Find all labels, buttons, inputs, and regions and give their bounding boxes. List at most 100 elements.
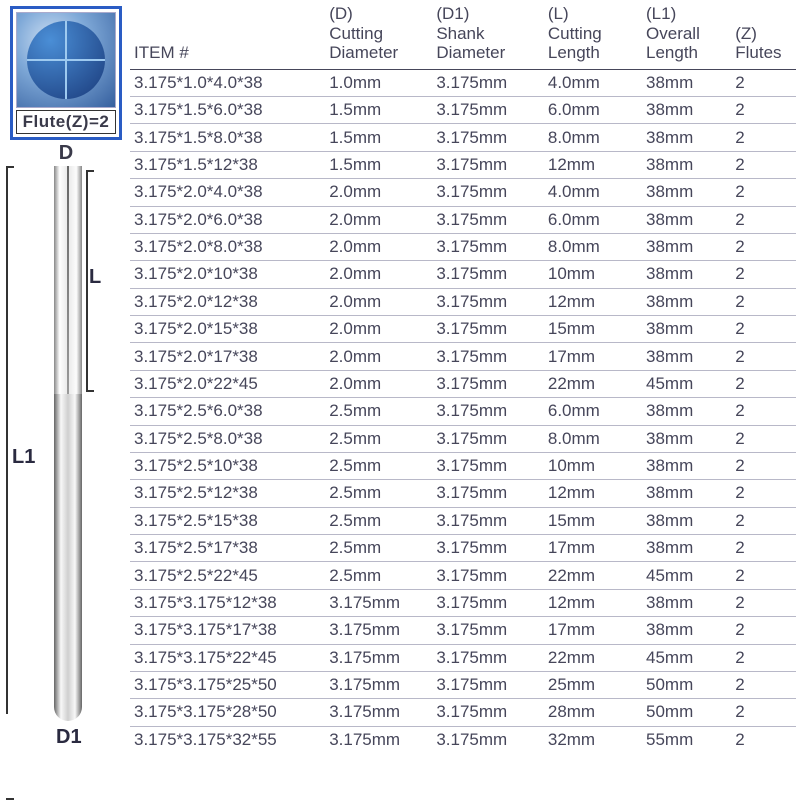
header-flutes: (Z) Flutes xyxy=(731,0,796,69)
cell-l1: 38mm xyxy=(642,589,731,616)
cell-d1: 3.175mm xyxy=(432,316,544,343)
cell-l: 15mm xyxy=(544,316,642,343)
cell-l: 6.0mm xyxy=(544,398,642,425)
cell-item: 3.175*3.175*22*45 xyxy=(130,644,325,671)
cell-z: 2 xyxy=(731,507,796,534)
cell-d1: 3.175mm xyxy=(432,671,544,698)
table-row: 3.175*2.0*4.0*382.0mm3.175mm4.0mm38mm2 xyxy=(130,179,796,206)
table-row: 3.175*2.0*17*382.0mm3.175mm17mm38mm2 xyxy=(130,343,796,370)
cell-d: 2.5mm xyxy=(325,535,432,562)
cell-d1: 3.175mm xyxy=(432,97,544,124)
cell-d1: 3.175mm xyxy=(432,288,544,315)
cell-d1: 3.175mm xyxy=(432,179,544,206)
cell-d: 2.0mm xyxy=(325,343,432,370)
table-row: 3.175*2.5*17*382.5mm3.175mm17mm38mm2 xyxy=(130,535,796,562)
cell-z: 2 xyxy=(731,261,796,288)
cell-d: 1.5mm xyxy=(325,124,432,151)
cell-d1: 3.175mm xyxy=(432,398,544,425)
cell-l: 22mm xyxy=(544,562,642,589)
cell-l1: 38mm xyxy=(642,507,731,534)
cell-d1: 3.175mm xyxy=(432,644,544,671)
cell-z: 2 xyxy=(731,97,796,124)
cell-l: 8.0mm xyxy=(544,124,642,151)
cell-d1: 3.175mm xyxy=(432,206,544,233)
cell-d1: 3.175mm xyxy=(432,726,544,753)
table-row: 3.175*2.0*15*382.0mm3.175mm15mm38mm2 xyxy=(130,316,796,343)
dimension-L-label: L xyxy=(89,266,101,289)
cell-z: 2 xyxy=(731,179,796,206)
table-row: 3.175*2.0*12*382.0mm3.175mm12mm38mm2 xyxy=(130,288,796,315)
cell-z: 2 xyxy=(731,562,796,589)
cell-item: 3.175*3.175*17*38 xyxy=(130,617,325,644)
cell-item: 3.175*2.5*15*38 xyxy=(130,507,325,534)
cell-l: 15mm xyxy=(544,507,642,534)
cell-z: 2 xyxy=(731,124,796,151)
cell-d: 2.5mm xyxy=(325,507,432,534)
flute-label: Flute(Z)=2 xyxy=(16,110,116,134)
table-row: 3.175*2.0*22*452.0mm3.175mm22mm45mm2 xyxy=(130,370,796,397)
cell-l1: 38mm xyxy=(642,124,731,151)
cell-l: 17mm xyxy=(544,343,642,370)
cell-z: 2 xyxy=(731,206,796,233)
cell-z: 2 xyxy=(731,233,796,260)
cell-z: 2 xyxy=(731,69,796,96)
cell-item: 3.175*1.5*6.0*38 xyxy=(130,97,325,124)
dimension-L1-label: L1 xyxy=(12,446,35,469)
cell-d1: 3.175mm xyxy=(432,69,544,96)
dimension-D-label: D xyxy=(59,142,73,165)
cell-item: 3.175*3.175*25*50 xyxy=(130,671,325,698)
cell-item: 3.175*2.0*17*38 xyxy=(130,343,325,370)
header-overall-length: (L1) Overall Length xyxy=(642,0,731,69)
table-row: 3.175*1.5*8.0*381.5mm3.175mm8.0mm38mm2 xyxy=(130,124,796,151)
table-row: 3.175*1.0*4.0*381.0mm3.175mm4.0mm38mm2 xyxy=(130,69,796,96)
cell-l1: 38mm xyxy=(642,343,731,370)
table-row: 3.175*2.0*10*382.0mm3.175mm10mm38mm2 xyxy=(130,261,796,288)
table-row: 3.175*2.0*6.0*382.0mm3.175mm6.0mm38mm2 xyxy=(130,206,796,233)
cell-d1: 3.175mm xyxy=(432,233,544,260)
cell-l: 28mm xyxy=(544,699,642,726)
cell-item: 3.175*2.5*17*38 xyxy=(130,535,325,562)
cell-l1: 38mm xyxy=(642,179,731,206)
flute-icon-box: Flute(Z)=2 xyxy=(10,6,122,140)
cell-d: 2.0mm xyxy=(325,206,432,233)
cell-d: 3.175mm xyxy=(325,699,432,726)
cell-item: 3.175*2.0*6.0*38 xyxy=(130,206,325,233)
cell-item: 3.175*1.5*8.0*38 xyxy=(130,124,325,151)
cell-item: 3.175*3.175*12*38 xyxy=(130,589,325,616)
cell-d: 2.0mm xyxy=(325,316,432,343)
cell-item: 3.175*1.5*12*38 xyxy=(130,151,325,178)
cell-item: 3.175*2.5*8.0*38 xyxy=(130,425,325,452)
cell-l: 6.0mm xyxy=(544,206,642,233)
header-item: ITEM # xyxy=(130,0,325,69)
cell-z: 2 xyxy=(731,425,796,452)
table-row: 3.175*3.175*28*503.175mm3.175mm28mm50mm2 xyxy=(130,699,796,726)
header-cutting-length: (L) Cutting Length xyxy=(544,0,642,69)
cell-d: 2.5mm xyxy=(325,562,432,589)
cell-z: 2 xyxy=(731,671,796,698)
cell-z: 2 xyxy=(731,398,796,425)
cell-item: 3.175*2.5*6.0*38 xyxy=(130,398,325,425)
cell-z: 2 xyxy=(731,288,796,315)
cell-l1: 55mm xyxy=(642,726,731,753)
cell-l: 8.0mm xyxy=(544,233,642,260)
cell-z: 2 xyxy=(731,644,796,671)
spec-table: ITEM # (D) Cutting Diameter (D1) Shank D… xyxy=(130,0,796,753)
cell-l1: 38mm xyxy=(642,69,731,96)
cell-l: 6.0mm xyxy=(544,97,642,124)
table-row: 3.175*2.0*8.0*382.0mm3.175mm8.0mm38mm2 xyxy=(130,233,796,260)
cell-l: 12mm xyxy=(544,288,642,315)
cell-z: 2 xyxy=(731,370,796,397)
cell-z: 2 xyxy=(731,151,796,178)
cell-l: 22mm xyxy=(544,644,642,671)
cell-z: 2 xyxy=(731,480,796,507)
cell-d: 2.5mm xyxy=(325,425,432,452)
cell-z: 2 xyxy=(731,617,796,644)
cell-l1: 45mm xyxy=(642,370,731,397)
cell-item: 3.175*2.0*15*38 xyxy=(130,316,325,343)
cell-l1: 38mm xyxy=(642,617,731,644)
cell-d: 2.0mm xyxy=(325,370,432,397)
cell-l: 10mm xyxy=(544,261,642,288)
cell-item: 3.175*1.0*4.0*38 xyxy=(130,69,325,96)
diagram-column: Flute(Z)=2 D L L1 D1 xyxy=(0,0,130,800)
dimension-D1-label: D1 xyxy=(56,726,82,749)
